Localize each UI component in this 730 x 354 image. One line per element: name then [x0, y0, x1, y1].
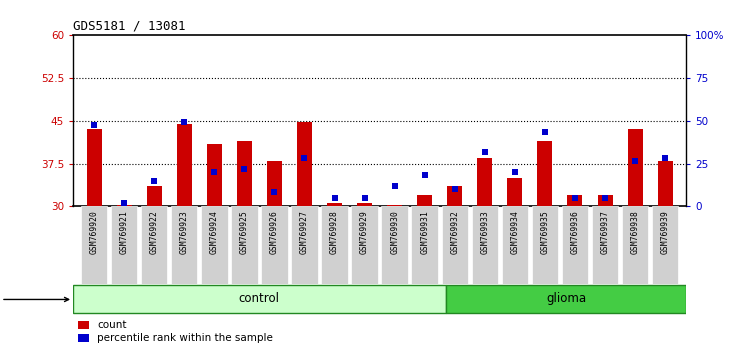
FancyBboxPatch shape: [321, 206, 347, 284]
Bar: [387, 205, 402, 206]
Point: [299, 155, 310, 161]
Text: GSM769936: GSM769936: [570, 210, 580, 254]
Bar: [117, 205, 131, 206]
Bar: [267, 161, 282, 206]
FancyBboxPatch shape: [622, 206, 648, 284]
Text: GSM769923: GSM769923: [180, 210, 189, 254]
Point: [449, 186, 461, 192]
Text: GSM769927: GSM769927: [300, 210, 309, 254]
Text: GSM769934: GSM769934: [510, 210, 519, 254]
Point: [148, 178, 160, 183]
Bar: [628, 129, 642, 206]
Point: [569, 195, 581, 201]
Text: GSM769922: GSM769922: [150, 210, 158, 254]
Point: [178, 119, 190, 125]
Bar: [537, 141, 553, 206]
FancyBboxPatch shape: [73, 285, 446, 313]
FancyBboxPatch shape: [412, 206, 438, 284]
Text: GSM769930: GSM769930: [390, 210, 399, 254]
Bar: [567, 195, 583, 206]
FancyBboxPatch shape: [502, 206, 528, 284]
FancyBboxPatch shape: [442, 206, 468, 284]
Point: [599, 195, 611, 201]
Bar: [598, 195, 612, 206]
Text: GSM769928: GSM769928: [330, 210, 339, 254]
Point: [419, 172, 431, 178]
FancyBboxPatch shape: [291, 206, 318, 284]
Point: [209, 169, 220, 175]
Text: GSM769935: GSM769935: [540, 210, 550, 254]
FancyBboxPatch shape: [562, 206, 588, 284]
FancyBboxPatch shape: [201, 206, 228, 284]
Point: [509, 169, 520, 175]
Text: GSM769920: GSM769920: [90, 210, 99, 254]
Bar: [658, 161, 672, 206]
Bar: [477, 158, 492, 206]
FancyBboxPatch shape: [381, 206, 408, 284]
FancyBboxPatch shape: [446, 285, 686, 313]
Bar: [417, 195, 432, 206]
Bar: [507, 178, 523, 206]
Text: GSM769932: GSM769932: [450, 210, 459, 254]
Text: GSM769921: GSM769921: [120, 210, 128, 254]
Bar: [207, 144, 222, 206]
FancyBboxPatch shape: [531, 206, 558, 284]
Bar: [447, 186, 462, 206]
FancyBboxPatch shape: [472, 206, 498, 284]
FancyBboxPatch shape: [141, 206, 167, 284]
Point: [358, 195, 370, 201]
FancyBboxPatch shape: [231, 206, 258, 284]
FancyBboxPatch shape: [592, 206, 618, 284]
Text: disease state: disease state: [0, 295, 69, 304]
Text: GSM769924: GSM769924: [210, 210, 219, 254]
Text: GSM769931: GSM769931: [420, 210, 429, 254]
FancyBboxPatch shape: [351, 206, 378, 284]
Bar: [327, 204, 342, 206]
Text: GSM769926: GSM769926: [270, 210, 279, 254]
Bar: [177, 124, 192, 206]
Legend: count, percentile rank within the sample: count, percentile rank within the sample: [78, 320, 273, 343]
FancyBboxPatch shape: [261, 206, 288, 284]
Text: glioma: glioma: [546, 292, 586, 306]
Text: GSM769925: GSM769925: [240, 210, 249, 254]
Text: GSM769929: GSM769929: [360, 210, 369, 254]
FancyBboxPatch shape: [652, 206, 678, 284]
FancyBboxPatch shape: [171, 206, 197, 284]
Bar: [357, 204, 372, 206]
Point: [269, 189, 280, 195]
FancyBboxPatch shape: [81, 206, 107, 284]
Point: [239, 166, 250, 172]
Bar: [147, 186, 161, 206]
Text: GSM769937: GSM769937: [601, 210, 610, 254]
FancyBboxPatch shape: [111, 206, 137, 284]
Bar: [297, 122, 312, 206]
Text: GSM769933: GSM769933: [480, 210, 489, 254]
Text: GDS5181 / 13081: GDS5181 / 13081: [73, 20, 185, 33]
Bar: [87, 129, 101, 206]
Point: [479, 149, 491, 155]
Point: [389, 183, 401, 189]
Point: [539, 130, 550, 135]
Text: GSM769939: GSM769939: [661, 210, 669, 254]
Point: [88, 122, 100, 128]
Bar: [237, 141, 252, 206]
Point: [328, 195, 340, 201]
Point: [629, 158, 641, 164]
Text: GSM769938: GSM769938: [631, 210, 639, 254]
Point: [118, 201, 130, 206]
Point: [659, 155, 671, 161]
Text: control: control: [239, 292, 280, 306]
